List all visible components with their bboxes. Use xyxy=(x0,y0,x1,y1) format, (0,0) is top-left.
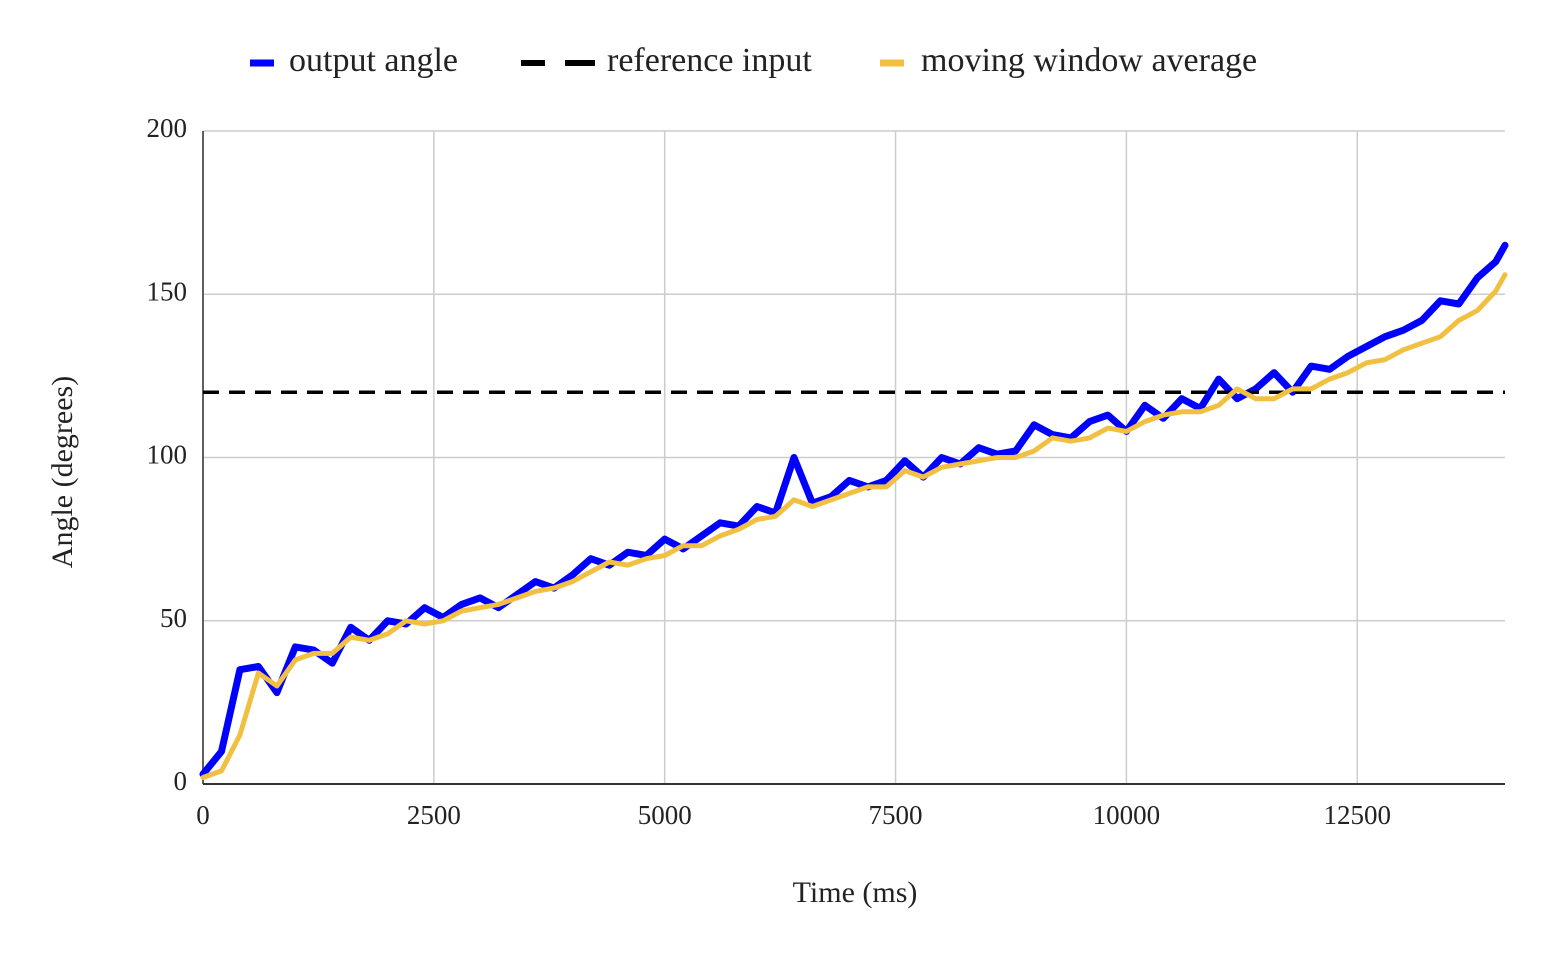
x-tick-label: 2500 xyxy=(407,800,461,830)
series-line xyxy=(199,241,1509,778)
x-axis-label: Time (ms) xyxy=(793,876,918,909)
legend: output angle reference input moving window… xyxy=(250,42,1257,79)
y-tick-label: 200 xyxy=(147,113,188,143)
x-tick-label: 12500 xyxy=(1324,800,1392,830)
y-tick-label: 100 xyxy=(147,440,188,470)
y-tick-label: 50 xyxy=(160,603,187,633)
y-axis-label: Angle (degrees) xyxy=(46,376,79,568)
legend-label: moving window average xyxy=(921,42,1257,79)
series-line xyxy=(200,272,1508,780)
x-tick-label: 10000 xyxy=(1093,800,1161,830)
x-tick-label: 5000 xyxy=(638,800,692,830)
y-tick-label: 150 xyxy=(147,276,188,306)
legend-label: reference input xyxy=(607,42,812,79)
x-tick-label: 7500 xyxy=(869,800,923,830)
x-tick-label: 0 xyxy=(196,800,210,830)
y-tick-label: 0 xyxy=(174,766,188,796)
legend-label: output angle xyxy=(289,42,458,79)
